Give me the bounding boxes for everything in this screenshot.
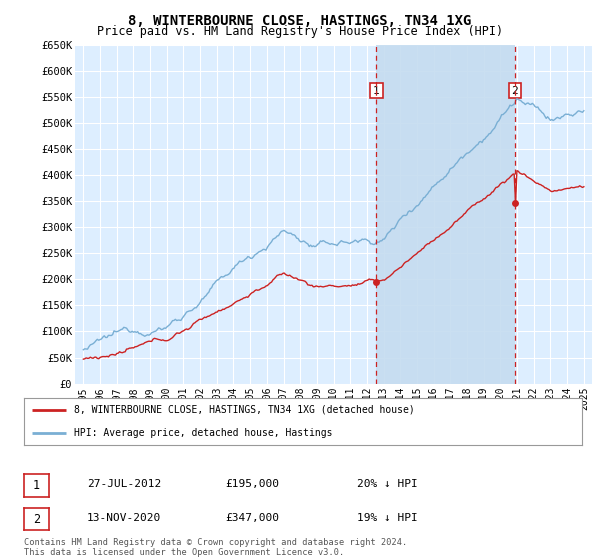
Text: £195,000: £195,000 (225, 479, 279, 489)
Text: 13-NOV-2020: 13-NOV-2020 (87, 513, 161, 523)
Text: 2: 2 (512, 86, 518, 96)
Text: 1: 1 (33, 479, 40, 492)
Text: 27-JUL-2012: 27-JUL-2012 (87, 479, 161, 489)
Text: 8, WINTERBOURNE CLOSE, HASTINGS, TN34 1XG (detached house): 8, WINTERBOURNE CLOSE, HASTINGS, TN34 1X… (74, 404, 415, 414)
Text: £347,000: £347,000 (225, 513, 279, 523)
Text: 8, WINTERBOURNE CLOSE, HASTINGS, TN34 1XG: 8, WINTERBOURNE CLOSE, HASTINGS, TN34 1X… (128, 14, 472, 28)
Bar (376, 45, 515, 384)
Text: Price paid vs. HM Land Registry's House Price Index (HPI): Price paid vs. HM Land Registry's House … (97, 25, 503, 38)
Text: 19% ↓ HPI: 19% ↓ HPI (357, 513, 418, 523)
Text: 1: 1 (373, 86, 380, 96)
Text: Contains HM Land Registry data © Crown copyright and database right 2024.
This d: Contains HM Land Registry data © Crown c… (24, 538, 407, 557)
Text: 20% ↓ HPI: 20% ↓ HPI (357, 479, 418, 489)
Text: 2: 2 (33, 512, 40, 526)
Text: HPI: Average price, detached house, Hastings: HPI: Average price, detached house, Hast… (74, 428, 333, 438)
